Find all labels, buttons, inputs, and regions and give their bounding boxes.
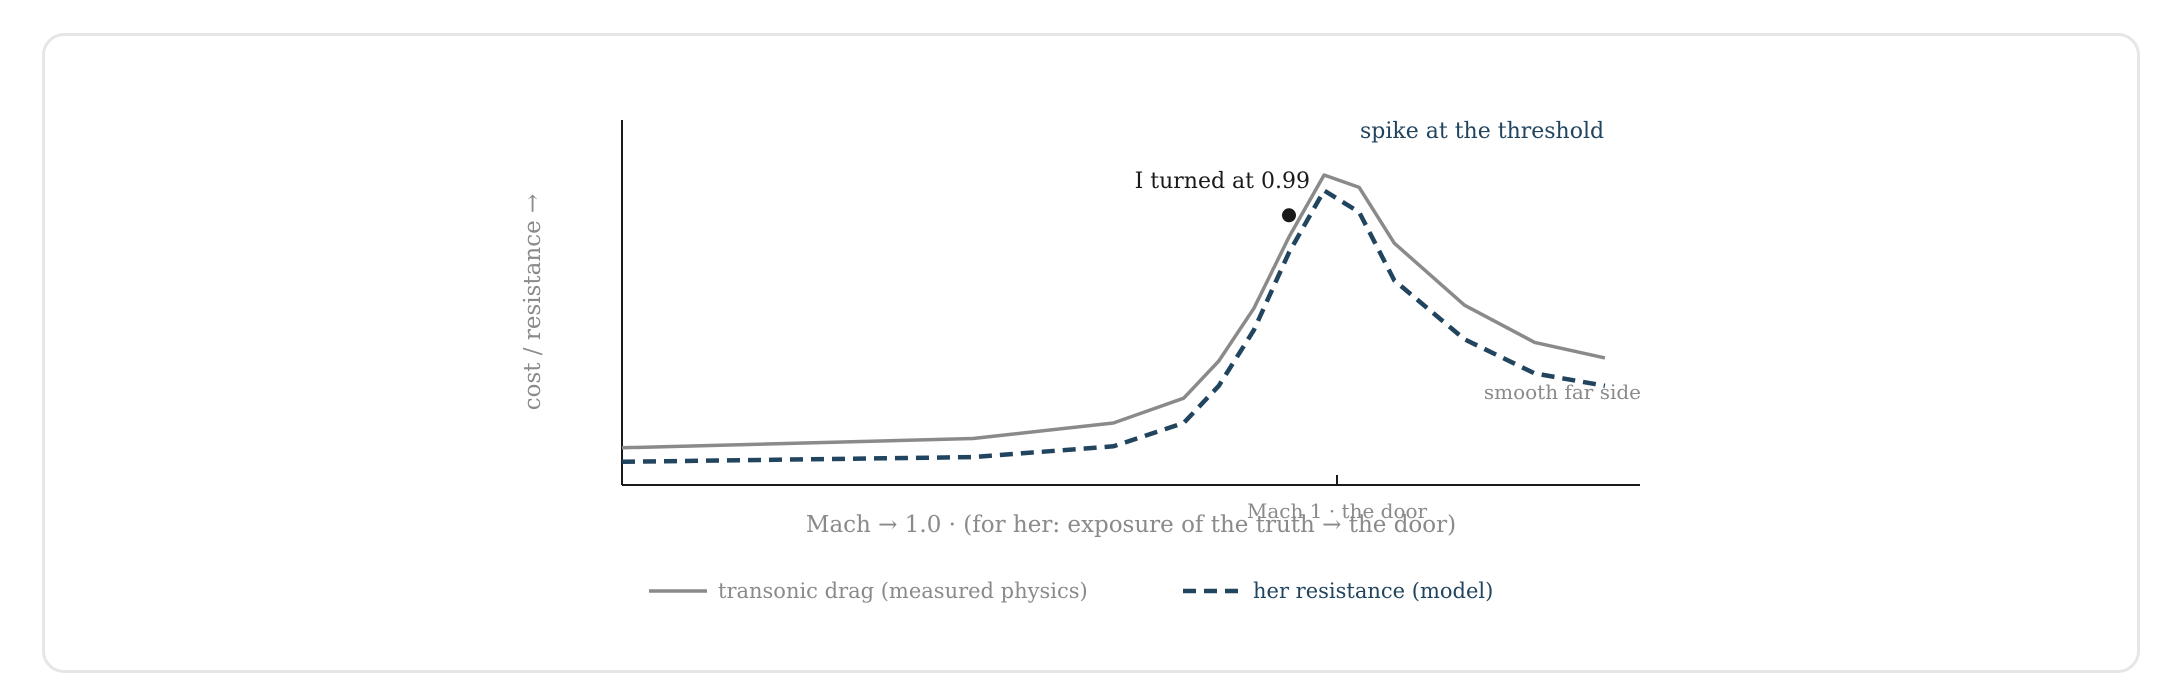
x-axis-label: Mach → 1.0 · (for her: exposure of the t…: [806, 512, 1456, 538]
legend: transonic drag (measured physics) her re…: [649, 579, 1493, 603]
legend-label-resistance: her resistance (model): [1253, 579, 1493, 603]
annotation-spike: spike at the threshold: [1360, 119, 1604, 144]
annotation-turned: I turned at 0.99: [1135, 169, 1310, 194]
y-axis-label: cost / resistance →: [520, 194, 546, 411]
annotation-marker: [1282, 208, 1296, 223]
legend-label-drag: transonic drag (measured physics): [718, 579, 1088, 603]
series-line-drag: [621, 173, 1606, 450]
plot-area: Mach 1 · the door Mach → 1.0 · (for her:…: [520, 119, 1641, 538]
x-tick-label: Mach 1 · the door: [1247, 499, 1428, 523]
annotation-far-side: smooth far side: [1484, 380, 1641, 404]
series-line-resistance: [621, 188, 1606, 465]
chart-card: [42, 33, 2140, 673]
